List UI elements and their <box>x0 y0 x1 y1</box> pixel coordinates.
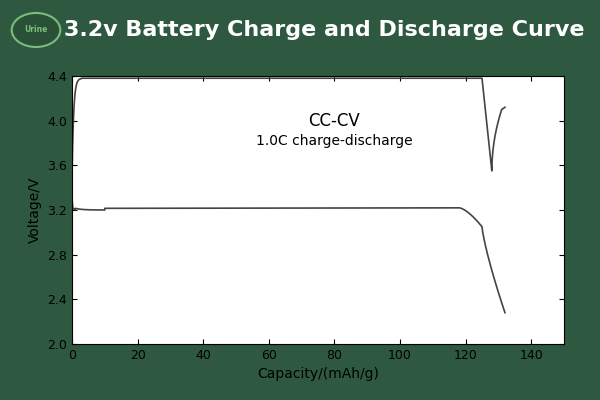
Text: CC-CV: CC-CV <box>308 112 360 130</box>
Ellipse shape <box>12 13 61 47</box>
Text: 3.2v Battery Charge and Discharge Curve: 3.2v Battery Charge and Discharge Curve <box>64 20 584 40</box>
Text: 1.0C charge-discharge: 1.0C charge-discharge <box>256 134 413 148</box>
Text: Urine: Urine <box>25 26 47 34</box>
Y-axis label: Voltage/V: Voltage/V <box>28 177 42 243</box>
X-axis label: Capacity/(mAh/g): Capacity/(mAh/g) <box>257 368 379 382</box>
